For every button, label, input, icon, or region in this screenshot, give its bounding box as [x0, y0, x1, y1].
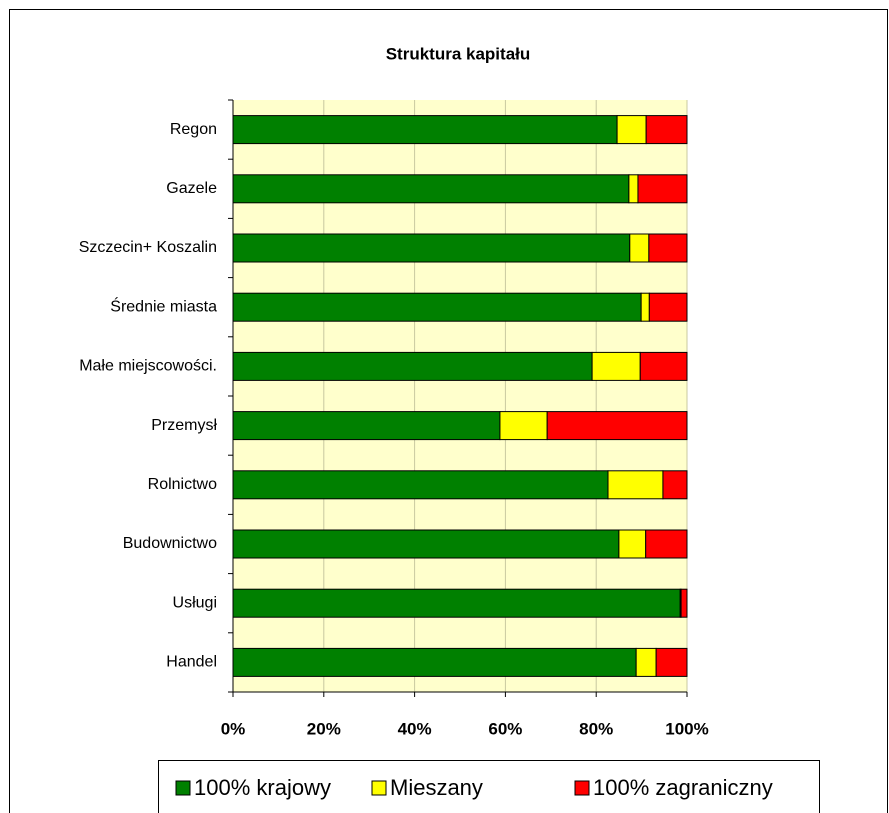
- bar-segment: [648, 233, 688, 263]
- x-tick-label: 0%: [221, 719, 246, 738]
- legend-swatch: [371, 780, 387, 796]
- legend-label: 100% zagraniczny: [593, 775, 773, 800]
- bar-segment: [499, 411, 548, 441]
- bar-segment: [640, 292, 650, 322]
- bar-segment: [232, 470, 609, 500]
- y-tick-label: Handel: [166, 654, 217, 671]
- bar-segment: [232, 411, 501, 441]
- legend-label: Mieszany: [390, 775, 483, 800]
- bar-segment: [680, 588, 688, 618]
- bar-segment: [591, 351, 641, 381]
- bar-segment: [232, 647, 637, 677]
- x-tick-label: 100%: [665, 719, 708, 738]
- y-tick-label: Budownictwo: [123, 535, 217, 552]
- x-tick-label: 60%: [488, 719, 522, 738]
- y-tick-label: Przemysł: [151, 417, 217, 434]
- bar-segment: [628, 174, 639, 204]
- bar-segment: [639, 351, 688, 381]
- chart-title: Struktura kapitału: [386, 44, 531, 63]
- y-tick-label: Regon: [170, 121, 217, 138]
- y-tick-label: Gazele: [166, 180, 217, 197]
- y-tick-label: Szczecin+ Koszalin: [79, 239, 217, 256]
- bar-segment: [232, 174, 630, 204]
- bar-segment: [645, 115, 688, 145]
- bar-segment: [232, 292, 642, 322]
- bar-segment: [616, 115, 647, 145]
- bar-segment: [232, 588, 681, 618]
- x-tick-label: 40%: [398, 719, 432, 738]
- bar-segment: [232, 233, 631, 263]
- y-tick-label: Rolnictwo: [148, 476, 217, 493]
- bar-segment: [648, 292, 688, 322]
- x-tick-label: 80%: [579, 719, 613, 738]
- legend-swatch: [574, 780, 590, 796]
- bar-segment: [232, 529, 620, 559]
- legend-label: 100% krajowy: [194, 775, 331, 800]
- bar-segment: [629, 233, 650, 263]
- bar-segment: [607, 470, 664, 500]
- bar-segment: [546, 411, 688, 441]
- bar-segment: [662, 470, 688, 500]
- bar-segment: [232, 115, 618, 145]
- bar-segment: [635, 647, 657, 677]
- y-tick-label: Małe miejscowości.: [79, 358, 217, 375]
- y-tick-label: Usługi: [173, 594, 217, 611]
- y-tick-label: Średnie miasta: [110, 296, 217, 315]
- bar-segment: [637, 174, 688, 204]
- bar-segment: [645, 529, 688, 559]
- legend-box: [158, 760, 820, 813]
- x-tick-label: 20%: [307, 719, 341, 738]
- legend-swatch: [175, 780, 191, 796]
- bar-segment: [655, 647, 688, 677]
- bar-segment: [618, 529, 647, 559]
- bar-segment: [232, 351, 593, 381]
